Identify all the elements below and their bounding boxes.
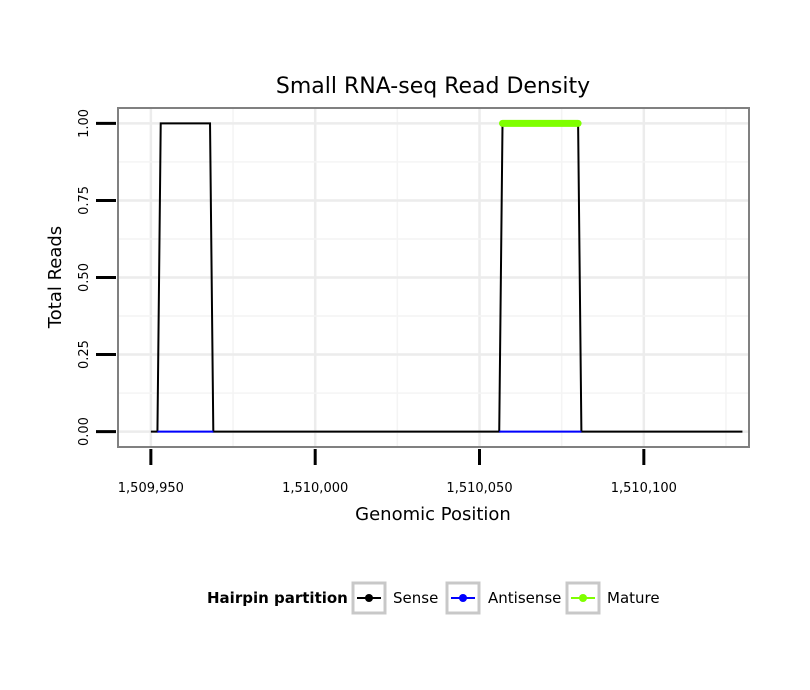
y-tick-label: 0.00 (77, 417, 92, 446)
x-axis-title: Genomic Position (355, 504, 511, 525)
legend-marker-antisense (459, 594, 467, 602)
legend-title: Hairpin partition (207, 589, 348, 607)
grid (118, 108, 749, 447)
chart-title: Small RNA-seq Read Density (276, 74, 590, 99)
y-tick-label: 1.00 (77, 109, 92, 138)
x-axis: 1,509,950 1,510,000 1,510,050 1,510,100 (118, 449, 677, 496)
y-tick-label: 0.75 (77, 186, 92, 215)
y-axis-title: Total Reads (45, 226, 66, 329)
x-tick-label: 1,509,950 (118, 481, 184, 496)
x-tick-label: 1,510,100 (611, 481, 677, 496)
plot-border (117, 107, 750, 448)
y-tick-label: 0.25 (77, 340, 92, 369)
y-axis: 0.00 0.25 0.50 0.75 1.00 (77, 109, 116, 446)
series-group (150, 119, 743, 433)
x-tick-label: 1,510,050 (446, 481, 512, 496)
series-sense-line (150, 122, 743, 433)
legend-label-antisense: Antisense (488, 589, 561, 607)
x-tick-label: 1,510,000 (282, 481, 348, 496)
y-tick-label: 0.50 (77, 263, 92, 292)
legend-label-sense: Sense (393, 589, 438, 607)
legend-marker-mature (579, 594, 587, 602)
legend: Hairpin partition Sense Antisense Mature (207, 581, 660, 615)
legend-marker-sense (365, 594, 373, 602)
legend-label-mature: Mature (607, 589, 660, 607)
